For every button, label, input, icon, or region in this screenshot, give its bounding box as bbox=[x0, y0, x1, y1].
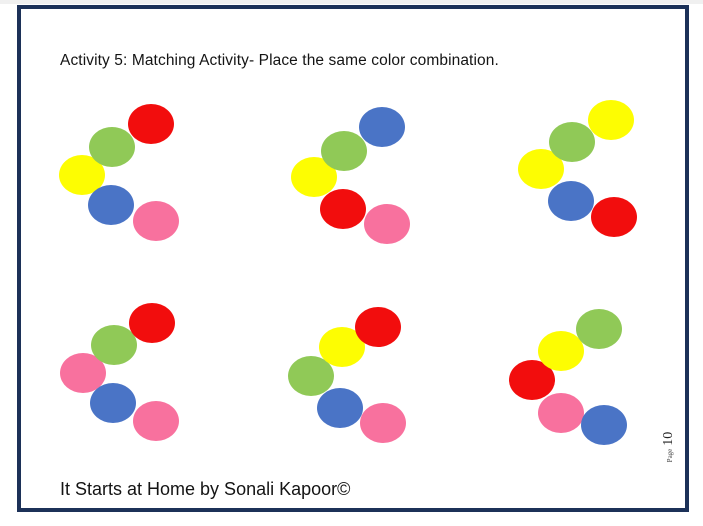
circle-blue bbox=[88, 185, 134, 225]
page-number: Page 10 bbox=[661, 421, 679, 473]
circle-yellow bbox=[588, 100, 634, 140]
circle-blue bbox=[548, 181, 594, 221]
circle-green bbox=[288, 356, 334, 396]
circle-green bbox=[576, 309, 622, 349]
circle-red bbox=[355, 307, 401, 347]
page-border bbox=[17, 5, 689, 512]
circle-pink bbox=[364, 204, 410, 244]
circle-red bbox=[129, 303, 175, 343]
circle-red bbox=[591, 197, 637, 237]
activity-title: Activity 5: Matching Activity- Place the… bbox=[60, 52, 499, 69]
circle-red bbox=[320, 189, 366, 229]
page-number-value: 10 bbox=[661, 431, 676, 446]
circle-green bbox=[89, 127, 135, 167]
circle-blue bbox=[581, 405, 627, 445]
circle-pink bbox=[133, 201, 179, 241]
circle-blue bbox=[359, 107, 405, 147]
circle-pink bbox=[133, 401, 179, 441]
circle-blue bbox=[90, 383, 136, 423]
page-number-label: Page bbox=[666, 448, 674, 463]
circle-green bbox=[549, 122, 595, 162]
circle-green bbox=[91, 325, 137, 365]
circle-pink bbox=[360, 403, 406, 443]
circle-red bbox=[128, 104, 174, 144]
circle-blue bbox=[317, 388, 363, 428]
circle-yellow bbox=[538, 331, 584, 371]
circle-pink bbox=[538, 393, 584, 433]
viewer-top-strip bbox=[0, 0, 703, 4]
circle-green bbox=[321, 131, 367, 171]
footer-credit: It Starts at Home by Sonali Kapoor© bbox=[60, 479, 351, 499]
